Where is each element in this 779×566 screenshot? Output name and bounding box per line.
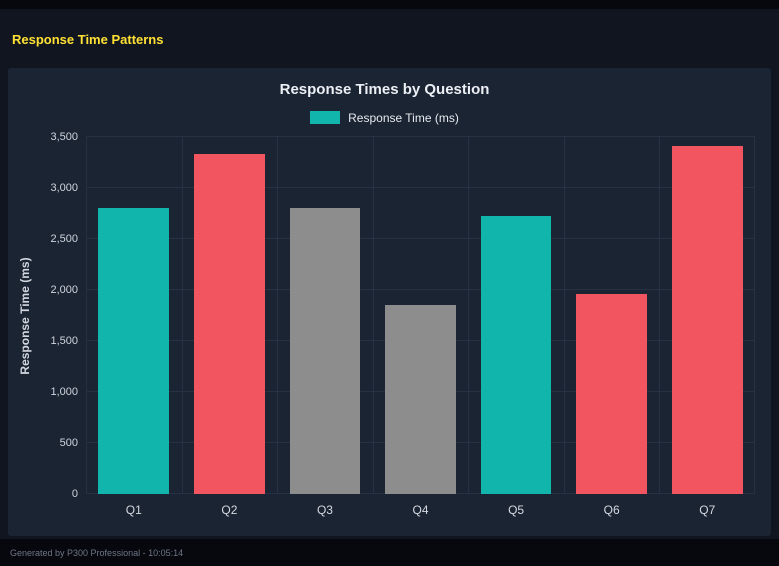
legend: Response Time (ms): [14, 110, 755, 125]
bar-q2[interactable]: [194, 154, 265, 494]
v-gridline: [659, 137, 661, 494]
x-tick-label: Q6: [603, 503, 620, 517]
y-tick-label: 0: [71, 488, 78, 500]
y-axis-title-wrap: Response Time (ms): [14, 137, 36, 494]
bar-column: [468, 137, 564, 494]
bar-q5[interactable]: [480, 215, 552, 494]
chart-title: Response Times by Question: [279, 81, 490, 98]
bar-column: [373, 137, 469, 494]
x-tick-label: Q4: [412, 503, 429, 517]
y-axis-title: Response Time (ms): [18, 256, 32, 375]
v-gridline: [754, 137, 755, 494]
x-tick-label: Q1: [125, 503, 142, 517]
bar-q1[interactable]: [98, 208, 170, 494]
bar-column: [659, 137, 755, 494]
bar-column: [182, 137, 278, 494]
footer-bar: Generated by P300 Professional - 10:05:1…: [0, 539, 779, 566]
h-gridline: [86, 187, 755, 188]
v-gridline: [563, 137, 565, 494]
y-tick-label: 1,500: [50, 335, 78, 347]
legend-swatch: [310, 111, 341, 124]
x-tick-label: Q5: [508, 503, 525, 517]
y-axis: 0 500 1,000 1,500 2,000 2,500 3,000 3,500: [36, 131, 86, 500]
top-strip: [0, 0, 779, 9]
plot-area: [86, 136, 755, 494]
bar-q3[interactable]: [289, 208, 361, 494]
v-gridline: [372, 137, 374, 494]
y-tick-label: 3,000: [50, 182, 78, 194]
bar-q6[interactable]: [576, 294, 648, 494]
legend-item-response-time[interactable]: Response Time (ms): [310, 111, 459, 125]
y-tick-label: 1,000: [50, 386, 78, 399]
x-tick-label: Q2: [221, 503, 238, 517]
v-gridline: [86, 137, 87, 494]
x-tick-label: Q7: [699, 503, 716, 517]
h-gridline: [86, 238, 755, 239]
x-axis: Q1 Q2 Q3 Q4 Q5 Q6 Q7: [86, 494, 755, 526]
bars-container: [86, 137, 755, 494]
page-title: Response Time Patterns: [12, 32, 164, 47]
chart-panel: Response Times by Question Response Time…: [8, 68, 771, 536]
y-tick-label: 2,000: [50, 284, 78, 297]
footer-text: Generated by P300 Professional - 10:05:1…: [10, 547, 184, 558]
bar-column: [86, 137, 182, 494]
v-gridline: [277, 137, 279, 494]
y-tick-label: 3,500: [50, 131, 78, 143]
v-gridline: [468, 137, 470, 494]
bar-q7[interactable]: [671, 146, 743, 494]
h-gridline: [86, 289, 755, 290]
bar-column: [564, 137, 660, 494]
bar-column: [277, 137, 373, 494]
x-tick-label: Q3: [316, 503, 333, 517]
plot-column: Q1 Q2 Q3 Q4 Q5 Q6 Q7: [86, 136, 755, 526]
chart-area: Response Time (ms) 0 500 1,000 1,500 2,000 2,…: [14, 131, 755, 526]
y-tick-label: 500: [59, 437, 78, 450]
v-gridline: [181, 137, 183, 494]
legend-label: Response Time (ms): [348, 110, 459, 125]
bar-q4[interactable]: [385, 305, 456, 494]
y-tick-label: 2,500: [50, 233, 78, 245]
h-gridline: [86, 136, 755, 137]
